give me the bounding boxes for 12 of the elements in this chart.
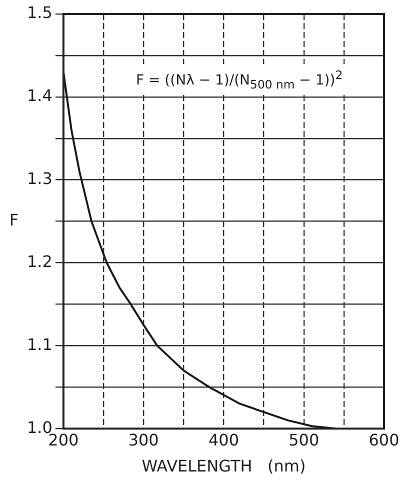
x-axis-title: WAVELENGTH (nm) [142, 456, 306, 476]
annotation: F = ((Nλ − 1)/(N$_{500 nm}$ − 1))$^{2}$ [130, 64, 349, 96]
y-axis-title: F [9, 210, 19, 230]
y-tick-label: 1.1 [26, 334, 52, 354]
x-tick-label: 500 [288, 430, 320, 450]
x-tick-label: 300 [128, 430, 159, 450]
y-tick-label: 1.4 [26, 86, 52, 106]
y-tick-label: 1.5 [26, 3, 52, 22]
x-tick-label: 600 [368, 430, 400, 450]
y-tick-label: 1.2 [26, 252, 52, 271]
x-tick-label: 400 [208, 430, 239, 450]
y-tick-label: 1.3 [26, 168, 52, 188]
